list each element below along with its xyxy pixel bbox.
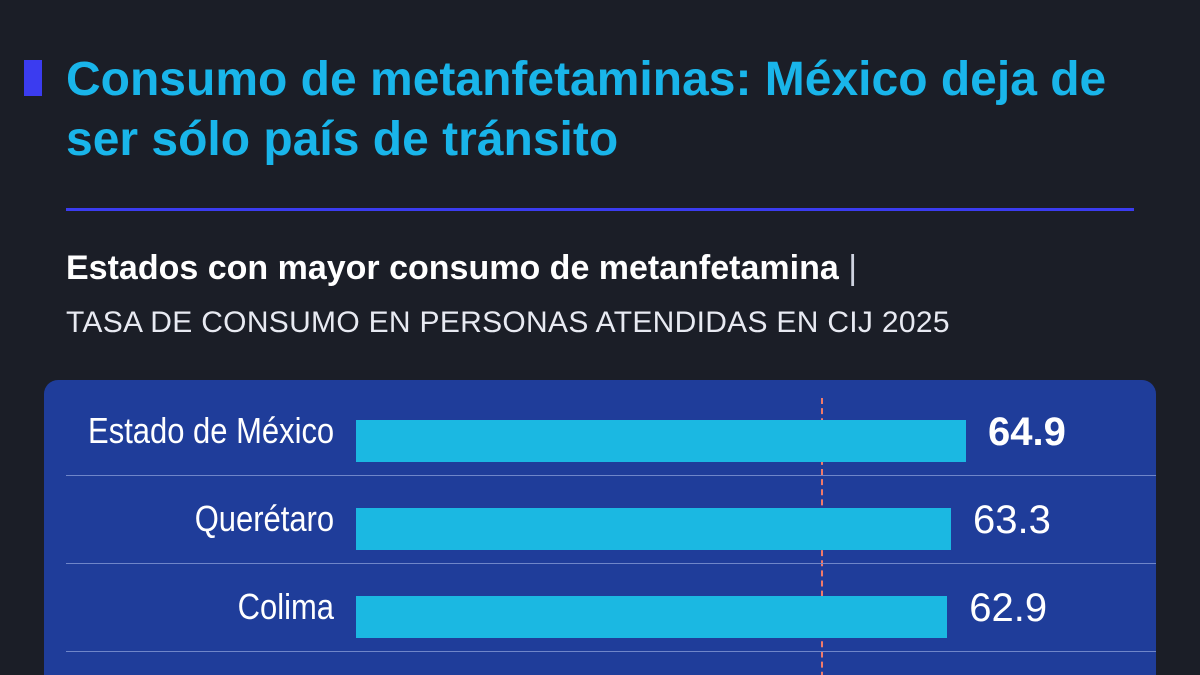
chart-caption: TASA DE CONSUMO EN PERSONAS ATENDIDAS EN… bbox=[66, 306, 950, 339]
headline: Consumo de metanfetaminas: México deja d… bbox=[66, 53, 1107, 166]
bar bbox=[356, 420, 967, 462]
row-divider bbox=[66, 651, 1156, 652]
bar-value-label: 63.3 bbox=[973, 498, 1051, 542]
bar bbox=[356, 596, 948, 638]
bar-value-label: 64.9 bbox=[988, 410, 1066, 454]
chart-subtitle-text: Estados con mayor consumo de metanfetami… bbox=[66, 249, 839, 287]
row-divider bbox=[66, 475, 1156, 476]
title-divider bbox=[66, 208, 1134, 211]
subtitle-separator: | bbox=[848, 249, 858, 287]
bar-row: Estado de México 64.9 bbox=[44, 388, 1156, 476]
accent-bar bbox=[24, 60, 42, 96]
bar-label: Estado de México bbox=[87, 410, 334, 451]
bar-row: Colima 62.9 bbox=[44, 564, 1156, 652]
bar-value-label: 62.9 bbox=[969, 586, 1048, 630]
row-divider bbox=[66, 563, 1156, 564]
chart-subtitle: Estados con mayor consumo de metanfetami… bbox=[66, 248, 1176, 289]
bar bbox=[356, 508, 952, 550]
bar-row: Querétaro 63.3 bbox=[44, 476, 1156, 564]
chart-panel: Estado de México 64.9 Querétaro 63.3 Colima 6… bbox=[44, 380, 1156, 675]
bar-label: Querétaro bbox=[194, 498, 334, 539]
bar-label: Colima bbox=[237, 586, 334, 627]
